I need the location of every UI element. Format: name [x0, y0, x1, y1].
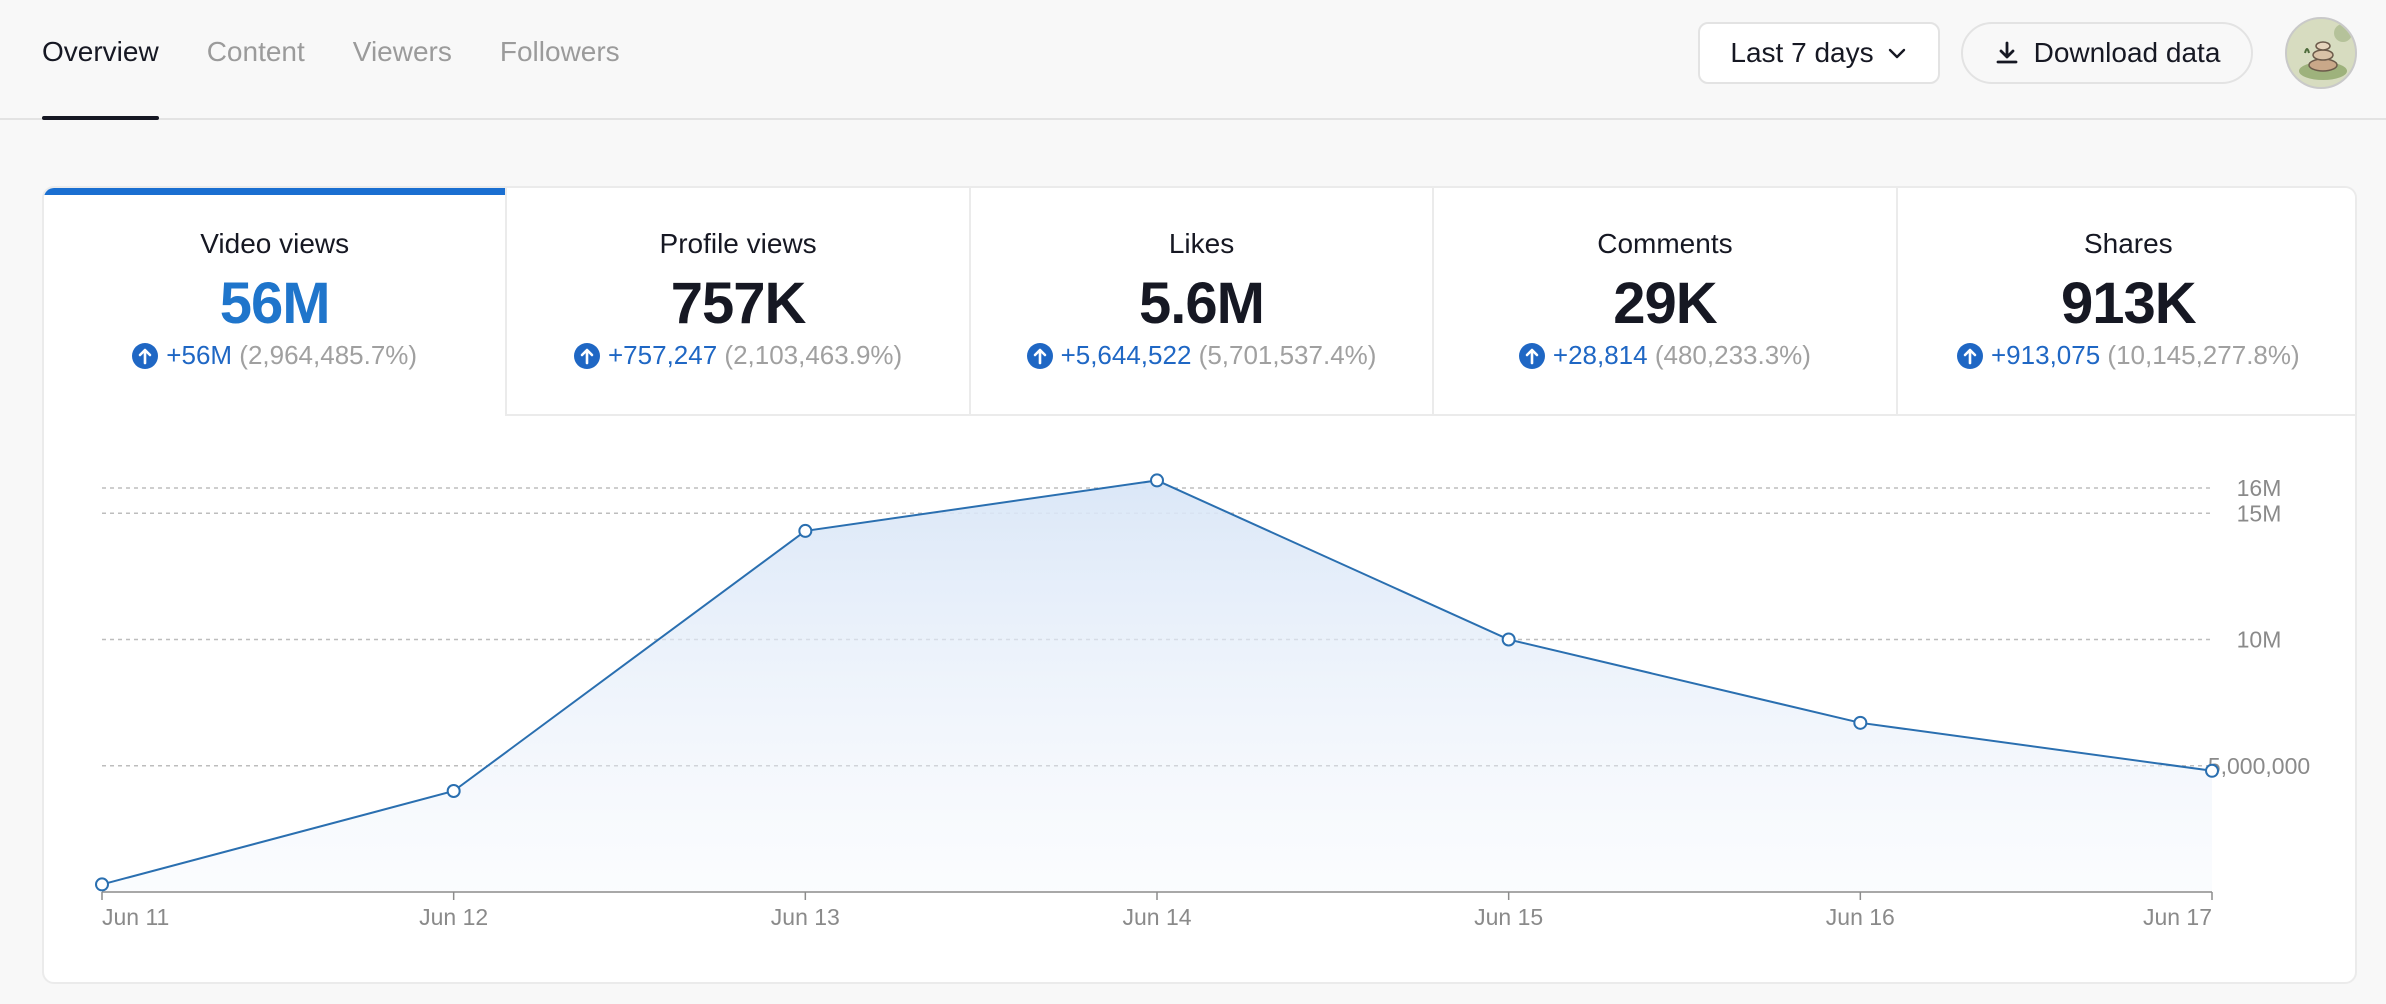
- metric-percent: (10,145,277.8%): [2107, 340, 2300, 370]
- x-tick-label: Jun 13: [771, 904, 840, 930]
- date-range-label: Last 7 days: [1730, 37, 1874, 68]
- metric-change: +5,644,522 (5,701,537.4%): [971, 340, 1432, 371]
- metric-delta: +5,644,522: [1060, 340, 1192, 370]
- y-tick-label: 5,000,000: [2208, 753, 2310, 779]
- metric-video-views[interactable]: Video views 56M +56M (2,964,485.7%): [44, 188, 506, 416]
- arrow-up-circle-icon: [132, 342, 159, 369]
- nav-tabs: Overview Content Viewers Followers: [42, 0, 668, 120]
- data-point: [1150, 473, 1164, 488]
- metric-value: 56M: [219, 271, 331, 336]
- tab-overview[interactable]: Overview: [42, 0, 159, 120]
- metric-likes[interactable]: Likes 5.6M +5,644,522 (5,701,537.4%): [968, 188, 1433, 416]
- metric-tabs: Video views 56M +56M (2,964,485.7%) Prof…: [44, 188, 2355, 416]
- arrow-up-circle-icon: [1026, 342, 1053, 369]
- x-tick-label: Jun 17: [2143, 904, 2212, 930]
- analytics-card: Video views 56M +56M (2,964,485.7%) Prof…: [42, 186, 2357, 984]
- tab-viewers[interactable]: Viewers: [352, 36, 452, 67]
- metric-value: 5.6M: [1139, 271, 1265, 336]
- data-point: [2205, 763, 2219, 778]
- arrow-up-circle-icon: [574, 342, 600, 369]
- avatar-image: [2287, 19, 2355, 87]
- x-tick-label: Jun 12: [419, 904, 488, 930]
- metric-label: Profile views: [659, 228, 817, 259]
- metric-percent: (2,964,485.7%): [239, 340, 418, 370]
- data-point: [446, 784, 461, 798]
- download-icon: [1996, 41, 2017, 64]
- metric-change: +56M (2,964,485.7%): [44, 340, 505, 371]
- metric-value: 29K: [1613, 271, 1717, 336]
- data-point: [798, 523, 813, 538]
- metric-label: Video views: [200, 228, 350, 259]
- tab-content[interactable]: Content: [206, 36, 305, 67]
- data-point: [1501, 632, 1516, 647]
- x-tick-label: Jun 16: [1826, 904, 1895, 930]
- metric-delta: +757,247: [608, 340, 718, 370]
- metric-value: 757K: [670, 271, 807, 336]
- download-data-button[interactable]: Download data: [1961, 22, 2253, 84]
- metric-comments[interactable]: Comments 29K +28,814 (480,233.3%): [1432, 188, 1896, 416]
- x-tick-label: Jun 15: [1474, 904, 1543, 930]
- metric-delta: +28,814: [1552, 340, 1648, 370]
- metric-value: 913K: [2061, 271, 2197, 336]
- metric-change: +28,814 (480,233.3%): [1434, 340, 1895, 371]
- arrow-up-circle-icon: [1518, 342, 1545, 369]
- avatar[interactable]: [2285, 17, 2357, 89]
- x-tick-label: Jun 14: [1122, 904, 1191, 930]
- chevron-down-icon: [1888, 48, 1905, 59]
- metric-label: Comments: [1597, 228, 1733, 259]
- metric-percent: (2,103,463.9%): [724, 340, 903, 370]
- top-bar: Overview Content Viewers Followers Last …: [0, 0, 2386, 120]
- metric-delta: +913,075: [1991, 340, 2101, 370]
- metric-change: +757,247 (2,103,463.9%): [507, 340, 968, 371]
- y-tick-label: 10M: [2237, 627, 2282, 653]
- download-data-label: Download data: [2033, 37, 2221, 68]
- data-point: [1853, 715, 1868, 730]
- x-tick-label: Jun 11: [102, 904, 169, 930]
- metric-percent: (5,701,537.4%): [1198, 340, 1377, 370]
- metric-delta: +56M: [166, 340, 233, 370]
- metric-percent: (480,233.3%): [1654, 340, 1811, 370]
- y-tick-label: 15M: [2237, 500, 2282, 526]
- metric-profile-views[interactable]: Profile views 757K +757,247 (2,103,463.9…: [505, 188, 969, 416]
- metric-label: Shares: [2083, 228, 2173, 259]
- tab-followers[interactable]: Followers: [499, 36, 620, 67]
- y-tick-label: 16M: [2237, 475, 2282, 501]
- metric-label: Likes: [1168, 228, 1235, 259]
- metric-change: +913,075 (10,145,277.8%): [1898, 340, 2355, 371]
- area-fill: [102, 480, 2212, 892]
- data-point: [95, 877, 109, 892]
- arrow-up-circle-icon: [1957, 342, 1983, 369]
- metric-shares[interactable]: Shares 913K +913,075 (10,145,277.8%): [1895, 188, 2355, 416]
- date-range-dropdown[interactable]: Last 7 days: [1698, 22, 1940, 84]
